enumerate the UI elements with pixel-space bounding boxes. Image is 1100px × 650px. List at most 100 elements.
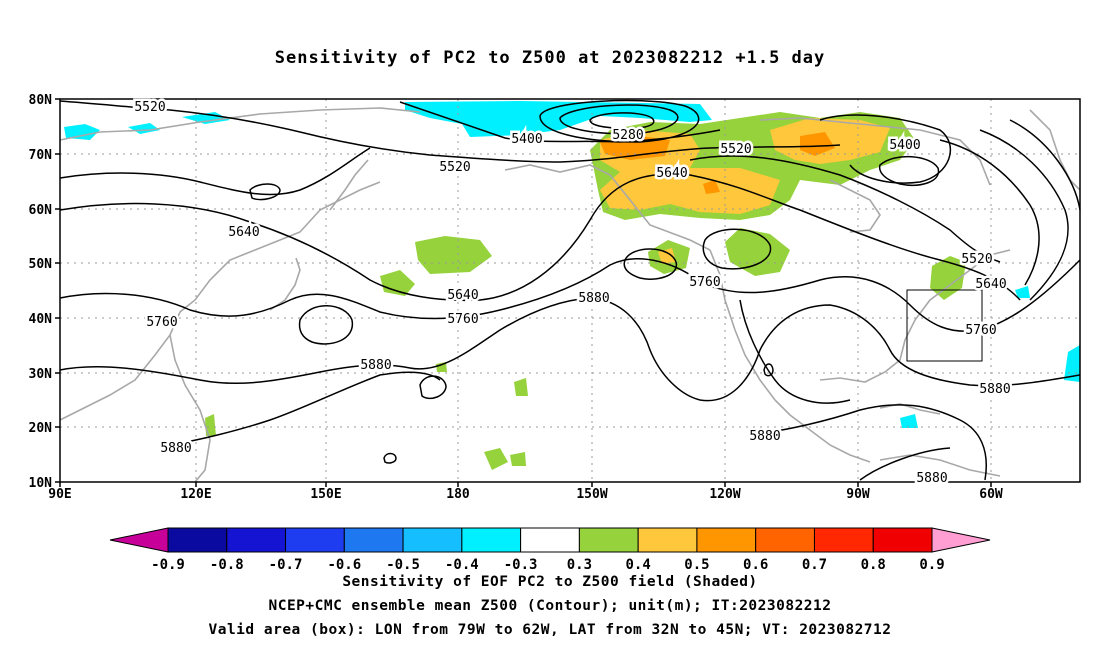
contour-5640-main: [59, 173, 1021, 302]
contour-label: 5520: [720, 142, 751, 157]
coastline-arctic-canada: [759, 117, 991, 186]
contour-label: 5880: [578, 291, 609, 306]
contour-valid-5760: [739, 299, 851, 404]
colorbar-swatch: [402, 527, 463, 553]
coastline-kamchatka: [329, 159, 369, 211]
lon-label-150w: 150W: [576, 487, 607, 502]
lon-label-90e: 90E: [48, 487, 71, 502]
lon-label-180: 180: [446, 487, 470, 502]
latitude-labels: 80N 70N 60N 50N 40N 30N 20N 10N: [29, 93, 53, 491]
positive-shade-hawaii-green-2: [510, 452, 526, 466]
negative-shade-north-pacific: [405, 101, 712, 137]
positive-shade-interior-orange: [703, 180, 720, 194]
lon-label-90w: 90W: [846, 487, 870, 502]
contour-5400-east-inner: [878, 155, 940, 186]
lon-label-150e: 150E: [310, 487, 341, 502]
coastline-japan: [269, 257, 301, 311]
colorbar-swatch: [285, 527, 345, 553]
colorbar-swatch: [813, 527, 874, 553]
colorbar-min-arrow: [109, 527, 169, 553]
contour-label: 5520: [439, 160, 470, 175]
contour-label: 5760: [447, 312, 478, 327]
caption-line-3: Valid area (box): LON from 79W to 62W, L…: [208, 622, 892, 638]
contour-label: 5640: [656, 166, 687, 181]
negative-shade-labrador: [1015, 286, 1030, 298]
colorbar-swatch: [167, 527, 228, 553]
contour-5880-lower: [169, 371, 441, 446]
colorbar-label: 0.8: [861, 557, 886, 573]
contour-label: 5400: [511, 132, 542, 147]
lat-label-80n: 80N: [29, 93, 53, 108]
contour-5520-east: [689, 155, 1001, 263]
lat-label-30n: 30N: [29, 367, 53, 382]
coastline-alaska: [504, 164, 711, 251]
colorbar-swatch: [696, 527, 757, 553]
plot-title: Sensitivity of PC2 to Z500 at 2023082212…: [274, 48, 826, 68]
colorbar-label: -0.5: [386, 557, 420, 573]
coastline-cuba: [879, 403, 941, 415]
contour-east-5880: [1009, 119, 1081, 211]
sensitivity-shading: [64, 101, 1080, 470]
coastline-hudson: [829, 179, 881, 233]
longitude-labels: 90E 120E 150E 180 150W 120W 90W 60W: [48, 487, 1003, 502]
positive-shade-hawaii-green: [484, 448, 508, 470]
contour-5400-east: [819, 114, 951, 184]
contour-label: 5400: [889, 138, 920, 153]
lat-label-60n: 60N: [29, 203, 53, 218]
contour-label: 5880: [979, 382, 1010, 397]
contour-label: 5640: [228, 225, 259, 240]
tick-marks: [55, 98, 992, 487]
positive-shade-tropic-green: [514, 378, 528, 396]
negative-shade-siberia-1: [64, 124, 100, 140]
contour-east-5760: [979, 129, 1069, 301]
colorbar-label: -0.6: [327, 557, 361, 573]
coastline-asia: [59, 181, 381, 421]
contour-5400-ring: [399, 101, 721, 143]
colorbar-label: 0.7: [802, 557, 827, 573]
colorbar-label: 0.4: [626, 557, 651, 573]
caption-line-1: Sensitivity of EOF PC2 to Z500 field (Sh…: [342, 574, 758, 590]
colorbar-label: 0.6: [743, 557, 768, 573]
contour-label: 5640: [975, 277, 1006, 292]
contour-small-ring-1: [249, 183, 281, 201]
positive-shade-small-green: [436, 362, 447, 372]
colorbar-label: -0.3: [504, 557, 538, 573]
contour-5640-nw: [59, 147, 371, 196]
contour-label: 5880: [916, 471, 947, 486]
colorbar-label: 0.5: [684, 557, 709, 573]
contour-ring-gulf: [623, 248, 677, 280]
contour-5760-main: [59, 258, 1081, 332]
lat-label-40n: 40N: [29, 312, 53, 327]
lat-label-70n: 70N: [29, 148, 53, 163]
contour-5880-tropic: [859, 447, 951, 481]
contour-small-ring-4: [383, 452, 397, 464]
coastline-greenland: [1029, 109, 1081, 191]
contour-east-5640: [939, 139, 1040, 286]
z500-contours: [59, 99, 1081, 481]
contour-5280-ring-2: [539, 99, 700, 143]
contour-label: 5760: [965, 323, 996, 338]
colorbar-max-arrow: [931, 527, 991, 553]
colorbar-swatch: [578, 527, 639, 553]
contour-label: 5880: [360, 358, 391, 373]
contour-label: 5880: [160, 441, 191, 456]
colorbar-label: -0.8: [210, 557, 244, 573]
contour-small-ring-5: [763, 363, 774, 377]
contour-label: 5640: [447, 288, 478, 303]
colorbar-swatch: [343, 527, 404, 553]
coastline-south-america: [879, 454, 1001, 477]
contour-label: 5520: [134, 100, 165, 115]
contour-label: 5760: [146, 315, 177, 330]
negative-shade-siberia-3: [182, 112, 230, 124]
positive-shade-pacific-green-1: [415, 236, 492, 274]
coastline-gulf: [819, 249, 1011, 383]
negative-shade-caribbean: [900, 414, 918, 428]
contour-label: 5760: [689, 275, 720, 290]
colorbar-label: -0.7: [269, 557, 303, 573]
contour-small-ring-3: [419, 375, 447, 400]
lon-label-60w: 60W: [979, 487, 1003, 502]
colorbar-label: 0.3: [567, 557, 592, 573]
map-frame: [59, 98, 1081, 483]
contour-5280-ring-1: [559, 104, 679, 135]
colorbar-swatch: [637, 527, 698, 553]
